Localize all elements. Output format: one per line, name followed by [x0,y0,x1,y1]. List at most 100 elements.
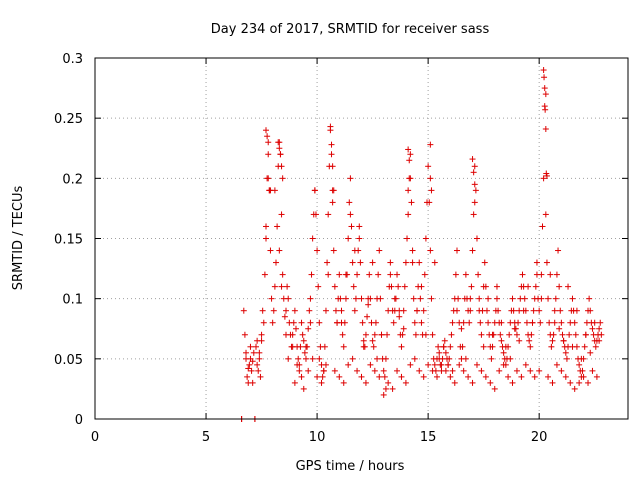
data-point [265,139,272,146]
data-point [543,172,550,179]
data-point [569,343,576,350]
data-point [274,223,281,230]
data-point [422,235,429,242]
data-point [573,307,580,314]
data-point [520,307,527,314]
data-point [322,307,329,314]
data-point [431,259,438,266]
data-point [394,367,401,374]
data-point [586,295,593,302]
data-point [330,187,337,194]
data-point [537,319,544,326]
data-point [325,211,332,218]
data-point [581,343,588,350]
data-point [345,361,352,368]
data-point [533,259,540,266]
data-point [382,385,389,392]
data-point [421,271,428,278]
data-point [387,259,394,266]
data-point [416,259,423,266]
data-point [322,361,329,368]
data-point [261,271,268,278]
data-point [285,295,292,302]
data-point [427,141,434,148]
data-point [521,295,528,302]
data-point [472,187,479,194]
data-point [340,379,347,386]
data-point [296,361,303,368]
data-point [407,361,414,368]
data-point [525,283,532,290]
data-point [456,361,463,368]
data-point [567,379,574,386]
data-point [495,307,502,314]
data-point [257,373,264,380]
data-point [481,259,488,266]
data-point [596,325,603,332]
data-point [545,373,552,380]
data-point [453,307,460,314]
data-point [438,361,445,368]
data-point [295,355,302,362]
data-point [338,307,345,314]
data-point [513,367,520,374]
data-point [370,343,377,350]
data-point [301,349,308,356]
data-point [509,295,516,302]
data-point [562,373,569,380]
data-point [562,349,569,356]
data-point [357,259,364,266]
data-point [417,295,424,302]
data-point [291,307,298,314]
data-point [449,319,456,326]
data-point [318,379,325,386]
data-point [579,367,586,374]
data-point [264,133,271,140]
data-point [592,343,599,350]
data-point [445,361,452,368]
data-point [427,247,434,254]
data-point [452,271,459,278]
data-point [556,283,563,290]
data-point [538,295,545,302]
data-point [469,379,476,386]
data-point [569,295,576,302]
data-point [309,235,316,242]
data-point [282,307,289,314]
data-point [321,343,328,350]
data-point [375,271,382,278]
data-point [466,319,473,326]
data-point [249,358,256,365]
data-point [598,331,605,338]
data-point [455,295,462,302]
data-point [298,373,305,380]
y-tick-label: 0.3 [62,52,83,67]
data-point [348,223,355,230]
data-point [390,319,397,326]
data-point [249,379,256,386]
x-tick-labels: 0 5 10 15 20 [91,430,548,445]
data-point [243,349,250,356]
data-point [467,307,474,314]
data-point [482,283,489,290]
data-point [425,361,432,368]
data-point [550,331,557,338]
data-point [410,295,417,302]
y-axis-label: SRMTID / TECUs [11,186,26,291]
data-point [270,307,277,314]
data-point [559,331,566,338]
data-point [340,343,347,350]
data-point [548,343,555,350]
data-point [272,259,279,266]
data-point [331,283,338,290]
data-point [265,175,272,182]
data-point [449,367,456,374]
data-point [409,259,416,266]
data-point [502,343,509,350]
data-point [250,349,257,356]
x-tick-label: 15 [420,430,437,445]
data-point [505,373,512,380]
data-point [279,271,286,278]
data-point [352,295,359,302]
